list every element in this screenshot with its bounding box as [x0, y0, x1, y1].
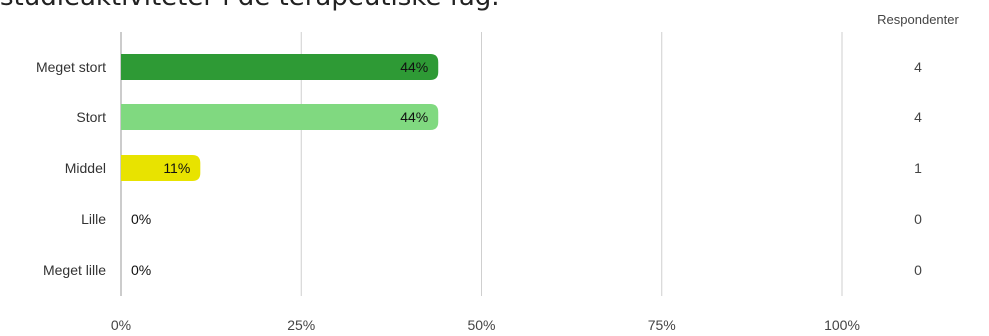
chart-title: studieaktiviteter i de terapeutiske fag.	[0, 0, 500, 12]
data-label: 44%	[400, 59, 428, 75]
respondent-count: 1	[914, 160, 922, 176]
category-label: Stort	[76, 109, 106, 125]
x-tick-label: 100%	[824, 317, 860, 333]
data-label: 11%	[163, 160, 190, 176]
respondent-count: 4	[914, 109, 922, 125]
data-label: 0%	[131, 211, 151, 227]
bar-1	[121, 104, 439, 130]
x-tick-label: 25%	[287, 317, 315, 333]
x-tick-label: 75%	[648, 317, 676, 333]
category-label: Middel	[65, 160, 106, 176]
category-label: Meget stort	[36, 59, 106, 75]
data-label: 0%	[131, 262, 151, 278]
respondent-count: 0	[914, 262, 922, 278]
respondent-count: 0	[914, 211, 922, 227]
bar-2	[121, 155, 201, 181]
category-label: Lille	[81, 211, 106, 227]
respondents-header: Respondenter	[877, 12, 959, 27]
category-label: Meget lille	[43, 262, 106, 278]
respondent-count: 4	[914, 59, 922, 75]
bar-0	[121, 54, 439, 80]
data-label: 44%	[400, 109, 428, 125]
x-tick-label: 0%	[111, 317, 131, 333]
x-tick-label: 50%	[467, 317, 495, 333]
